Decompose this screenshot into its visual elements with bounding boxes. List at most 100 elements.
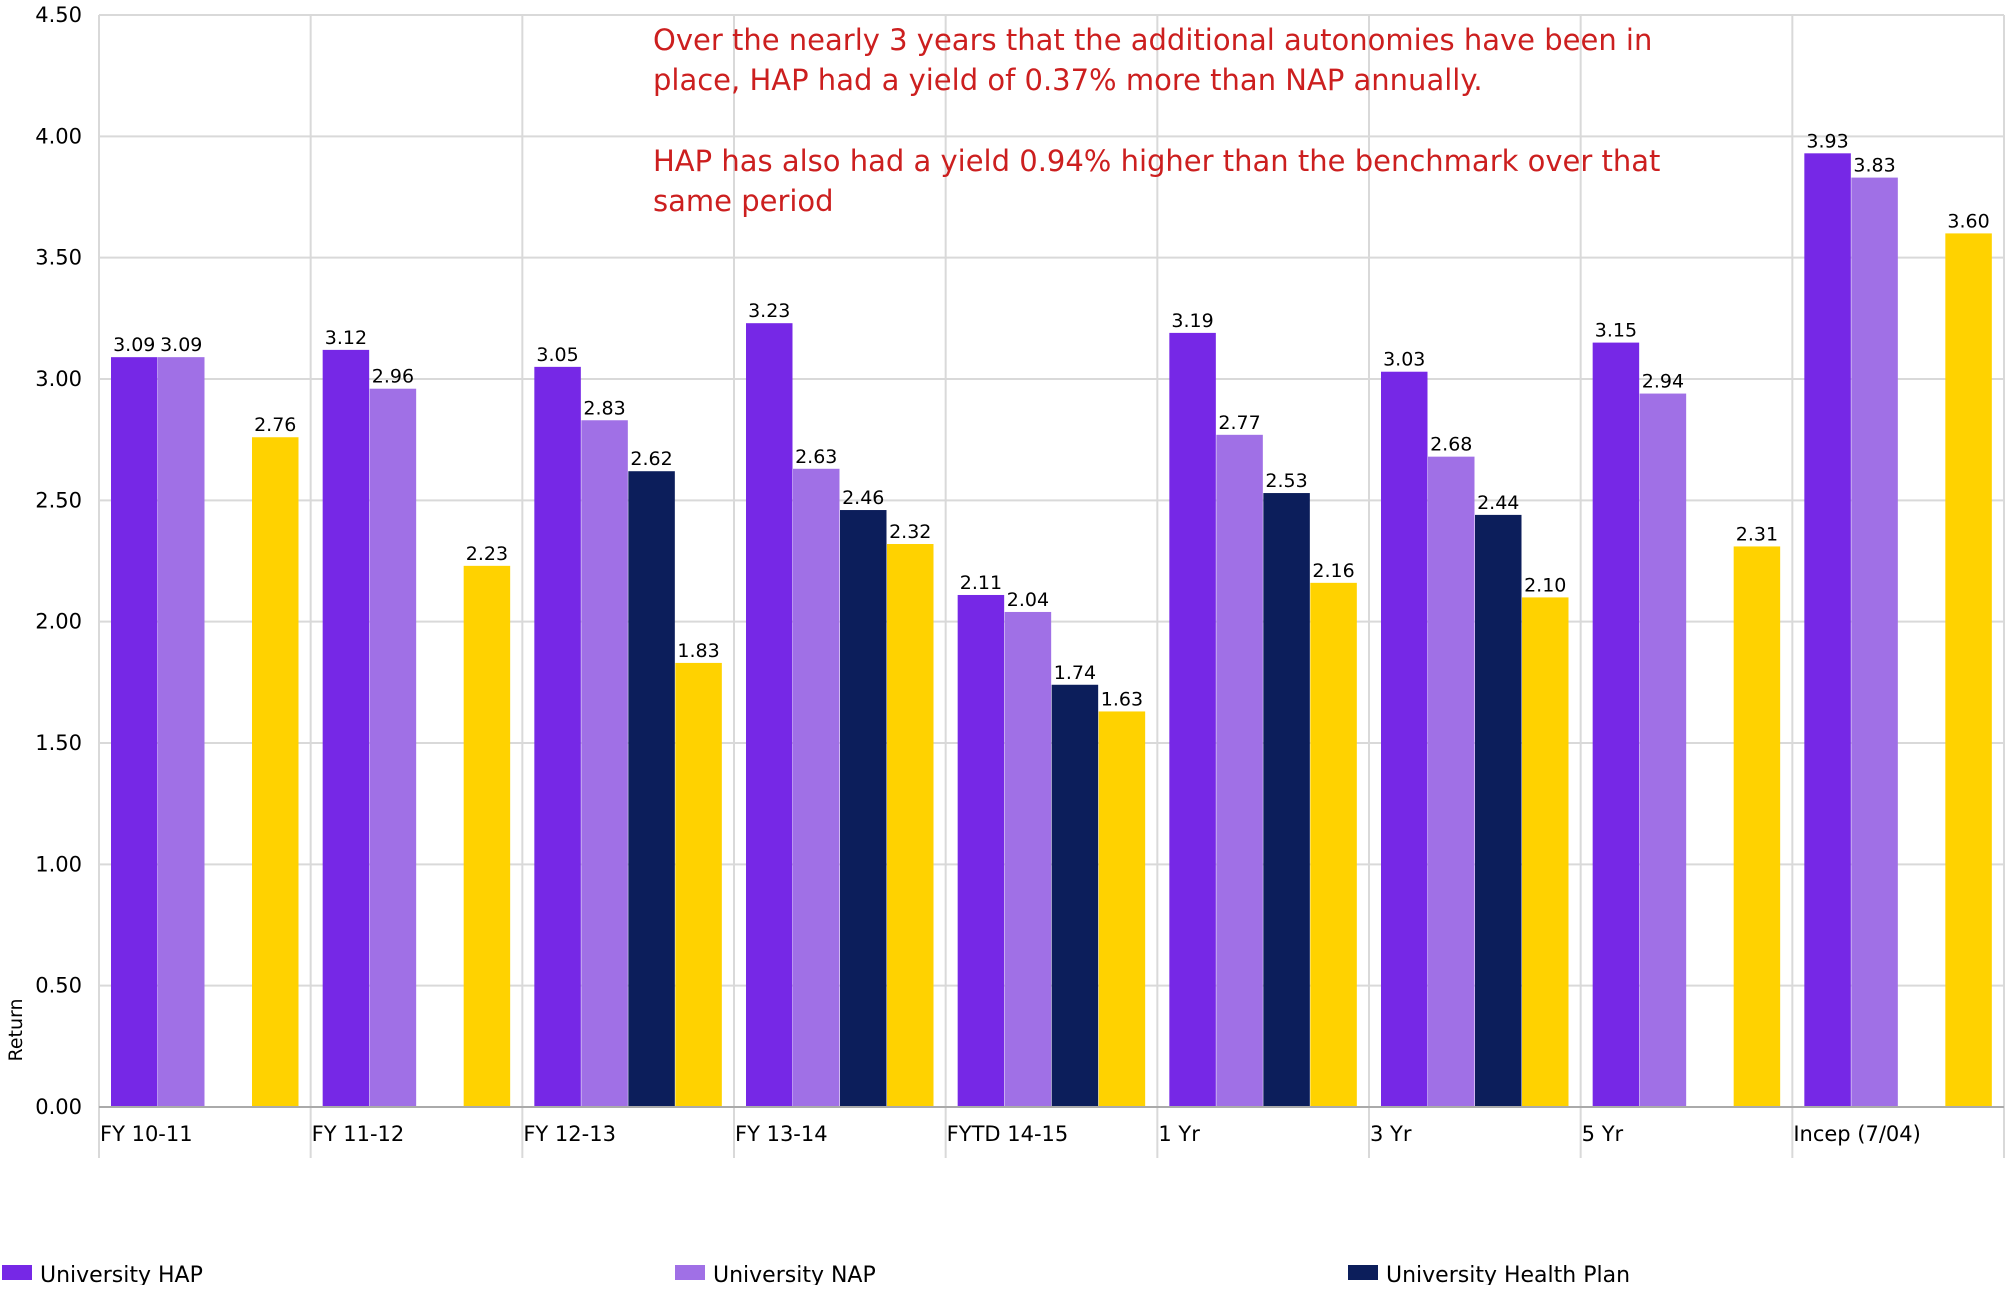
bar [1051,684,1099,1107]
bar [581,420,628,1108]
bar [369,388,417,1107]
bar [1216,434,1263,1107]
x-tick-label: 3 Yr [1370,1122,1412,1146]
y-tick-label: 2.00 [35,610,82,634]
data-label: 2.44 [1477,492,1519,514]
bar [1475,514,1522,1107]
data-label: 3.09 [113,334,155,356]
bar [675,662,722,1107]
legend-swatch [2,1265,32,1280]
axes: 0.00 0.50 1.00 1.50 2.00 2.50 3.00 3.50 4.00 4.50… [5,3,2004,1146]
bar [158,357,205,1107]
y-axis-title: Return [5,998,27,1061]
bars [111,153,1992,1108]
bar [628,471,675,1107]
x-tick-label: FY 13-14 [735,1122,828,1146]
bar [1004,611,1052,1107]
bar [1428,456,1475,1107]
data-label: 2.32 [889,521,931,543]
y-tick-label: 0.00 [35,1095,82,1119]
bar [322,349,370,1107]
data-label: 3.83 [1853,155,1895,177]
bar [1733,546,1781,1107]
data-label: 2.96 [372,366,414,388]
bar [252,437,299,1107]
bar [1310,582,1357,1107]
bar [463,565,511,1107]
data-label: 2.31 [1736,523,1778,545]
data-label: 2.63 [795,446,837,468]
legend-label: University NAP [713,1263,876,1285]
data-label: 3.09 [160,334,202,356]
grid-lines [98,14,2005,1158]
x-tick-label: 5 Yr [1582,1122,1624,1146]
legend-label: University Health Plan [1386,1263,1630,1285]
y-tick-label: 3.50 [35,246,82,270]
data-label: 2.23 [466,543,508,565]
bar [111,357,158,1107]
bar [1263,493,1310,1107]
data-label: 3.60 [1947,210,1989,232]
bar [1522,597,1569,1107]
x-tick-label: FY 11-12 [312,1122,405,1146]
bar [534,366,581,1107]
annotation-line-4: same period [653,184,834,218]
annotation: Over the nearly 3 years that the additio… [653,23,1660,218]
x-tick-label: Incep (7/04) [1793,1122,1921,1146]
bar [1804,153,1851,1107]
data-label: 1.63 [1101,688,1143,710]
data-label: 1.83 [677,640,719,662]
y-tick-label: 3.00 [35,367,82,391]
bar [1851,177,1898,1107]
bar [840,510,887,1107]
bar [957,594,1005,1107]
data-label: 2.04 [1007,589,1049,611]
data-label: 2.46 [842,487,884,509]
legend-label: University HAP [40,1263,203,1285]
y-tick-label: 2.50 [35,488,82,512]
data-label: 2.94 [1642,371,1684,393]
data-label: 2.10 [1524,574,1566,596]
x-tick-label: 1 Yr [1158,1122,1200,1146]
legend-swatch [1348,1265,1378,1280]
data-label: 1.74 [1054,662,1096,684]
data-label: 3.12 [325,327,367,349]
bar [746,323,793,1108]
x-tick-label: FYTD 14-15 [947,1122,1069,1146]
y-tick-label: 1.00 [35,852,82,876]
bar [1592,342,1640,1108]
annotation-line-2: place, HAP had a yield of 0.37% more tha… [653,63,1483,97]
y-tick-label: 4.50 [35,3,82,27]
bar [1169,332,1216,1108]
bar [1098,711,1146,1107]
x-tick-label: FY 10-11 [100,1122,193,1146]
y-tick-label: 1.50 [35,731,82,755]
y-tick-label: 4.00 [35,124,82,148]
bar [1381,371,1428,1108]
annotation-line-1: Over the nearly 3 years that the additio… [653,23,1652,57]
annotation-line-3: HAP has also had a yield 0.94% higher th… [653,144,1660,178]
bar [1639,393,1687,1107]
legend: University HAP University NAP University H… [2,1263,1630,1288]
data-label: 2.76 [254,414,296,436]
data-label: 3.03 [1383,349,1425,371]
data-label: 2.62 [630,448,672,470]
x-tick-label: FY 12-13 [523,1122,616,1146]
data-labels: 3.09 3.09 2.76 3.122.96 2.23 3.05 2.83 2.62 1.83… [113,130,1990,710]
data-label: 3.19 [1171,310,1213,332]
data-label: 3.93 [1806,130,1848,152]
bar [887,544,934,1107]
data-label: 3.15 [1595,320,1637,342]
bar [793,468,840,1108]
data-label: 2.83 [583,397,625,419]
y-tick-label: 0.50 [35,974,82,998]
data-label: 2.53 [1265,470,1307,492]
data-label: 3.23 [748,300,790,322]
bar [1945,233,1992,1107]
legend-swatch [675,1265,705,1280]
data-label: 2.77 [1218,412,1260,434]
data-label: 2.68 [1430,434,1472,456]
data-label: 3.05 [536,344,578,366]
